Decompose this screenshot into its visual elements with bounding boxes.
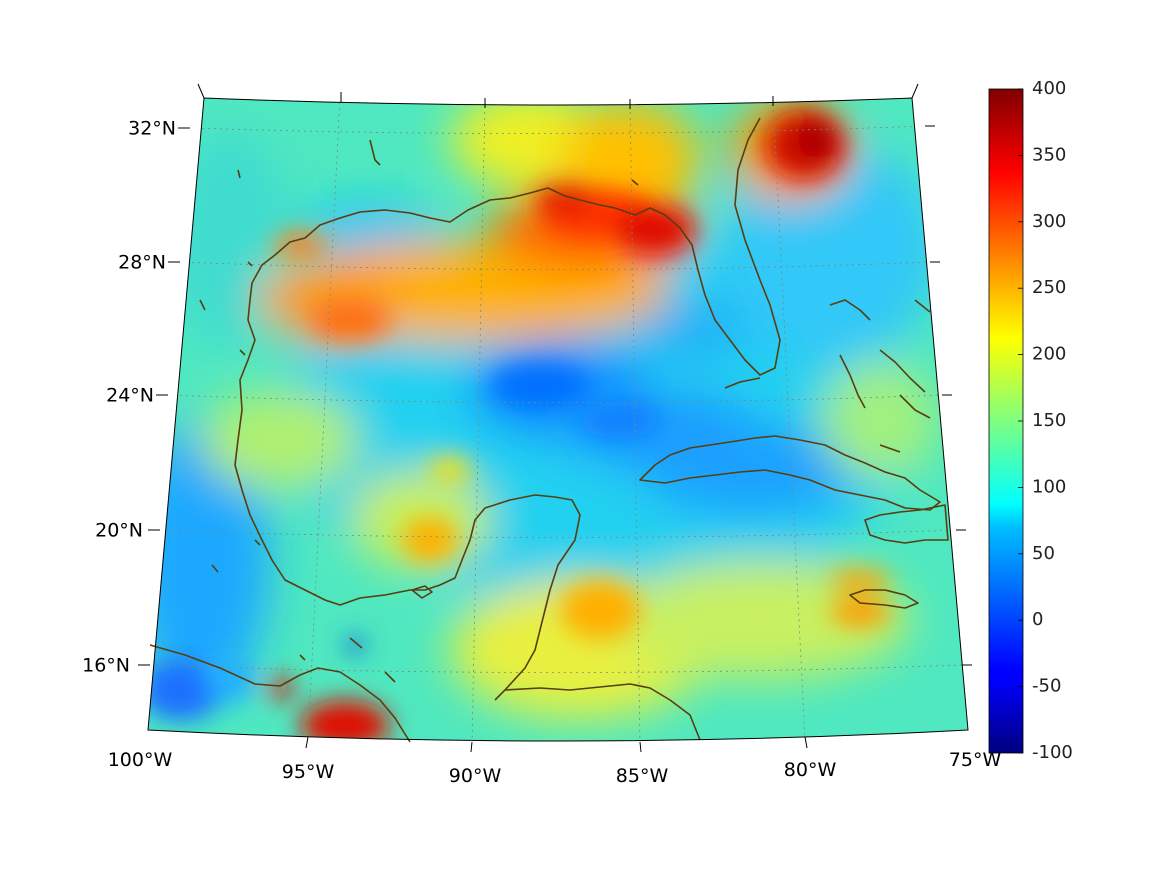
yucatan-north-island xyxy=(411,585,433,599)
florida-keys xyxy=(724,377,761,389)
map-frame xyxy=(147,97,969,742)
lat-label: 24°N xyxy=(106,385,154,407)
lat-label: 28°N xyxy=(118,252,166,274)
colorbar-tick-label: 300 xyxy=(1032,211,1066,232)
colorbar-ticks: 400 350 300 250 200 150 100 50 0 -50 -100 xyxy=(1018,78,1073,763)
colorbar-tick-label: 50 xyxy=(1032,543,1055,564)
lon-label: 90°W xyxy=(449,765,502,787)
colorbar-tick-label: 350 xyxy=(1032,144,1066,165)
colorbar-tick-label: 100 xyxy=(1032,476,1066,497)
graticule xyxy=(149,98,963,741)
lon-label: 75°W xyxy=(949,749,1002,771)
mexico-lakes xyxy=(211,539,396,683)
bahamas xyxy=(829,299,931,453)
lon-label: 85°W xyxy=(616,765,669,787)
colorbar-gradient xyxy=(988,88,1024,754)
heatmap-field xyxy=(148,98,968,741)
gulf-coast xyxy=(251,117,781,376)
hispaniola xyxy=(864,504,949,544)
colorbar-tick-label: 150 xyxy=(1032,410,1066,431)
pacific-coast xyxy=(149,644,411,743)
lon-label: 95°W xyxy=(282,761,335,783)
lat-label: 20°N xyxy=(95,520,143,542)
colorbar-tick-label: 0 xyxy=(1032,609,1043,630)
longitude-labels: 100°W 95°W 90°W 85°W 80°W 75°W xyxy=(108,749,1002,787)
colorbar: 400 350 300 250 200 150 100 50 0 -50 -100 xyxy=(988,78,1073,763)
mexico-gulf-coast xyxy=(234,282,581,701)
jamaica xyxy=(849,589,919,609)
central-america-coast xyxy=(504,683,701,741)
frame-ticks xyxy=(138,83,972,753)
lon-label: 100°W xyxy=(108,749,173,771)
colorbar-tick-label: -50 xyxy=(1032,676,1061,697)
colorbar-tick-label: 200 xyxy=(1032,344,1066,365)
coastlines xyxy=(149,117,949,743)
lon-label: 80°W xyxy=(784,759,837,781)
colorbar-tick-label: 250 xyxy=(1032,277,1066,298)
latitude-labels: 32°N 28°N 24°N 20°N 16°N xyxy=(82,118,176,677)
lat-label: 16°N xyxy=(82,655,130,677)
colorbar-tick-label: 400 xyxy=(1032,78,1066,99)
lat-label: 32°N xyxy=(128,118,176,140)
colorbar-tick-label: -100 xyxy=(1032,742,1073,763)
cuba xyxy=(639,435,941,511)
us-inland xyxy=(199,139,639,356)
